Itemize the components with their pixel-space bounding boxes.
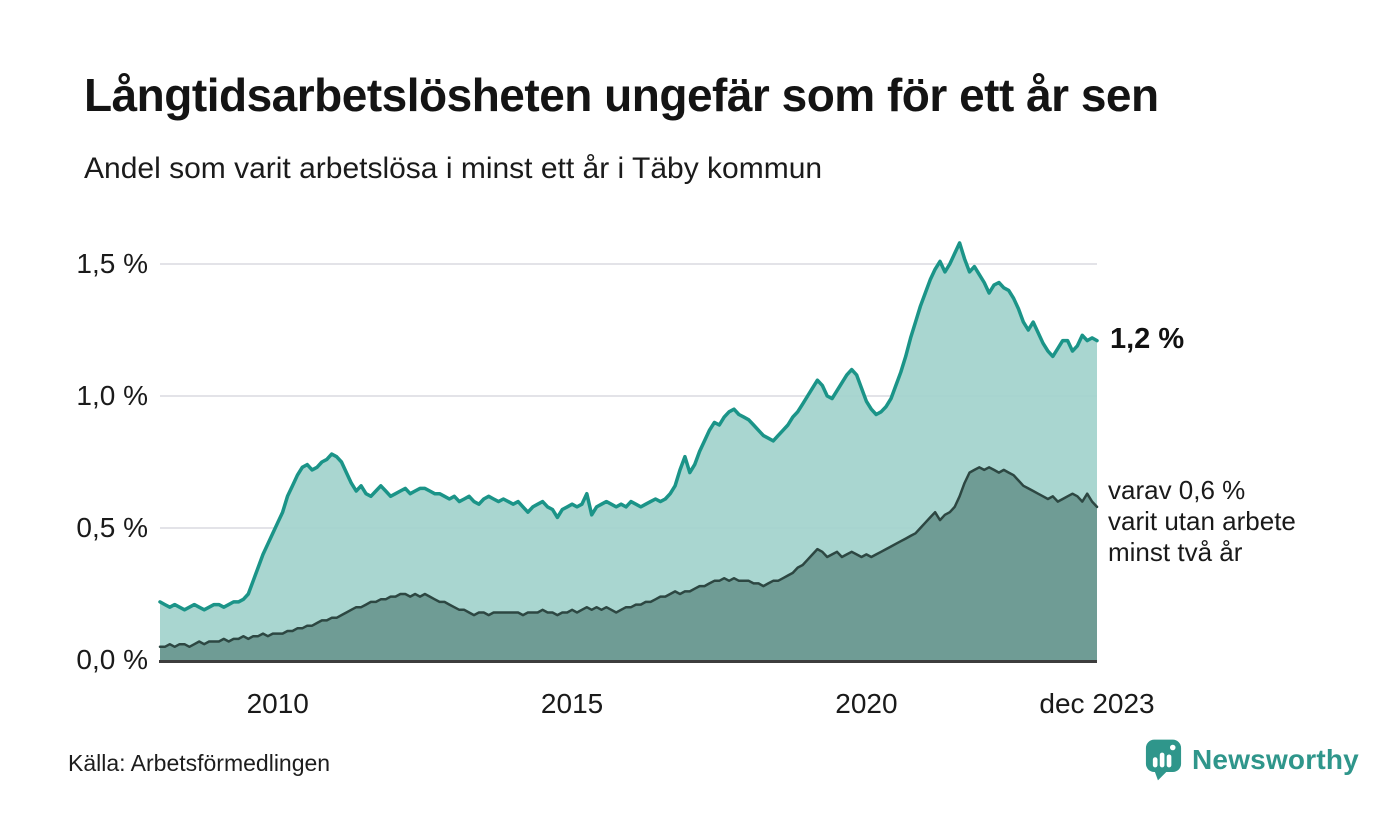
two-year-note-line-3: minst två år (1108, 536, 1243, 567)
end-value-label: 1,2 % (1110, 322, 1185, 355)
source-caption: Källa: Arbetsförmedlingen (68, 750, 331, 776)
chart-subtitle: Andel som varit arbetslösa i minst ett å… (84, 152, 823, 185)
newsworthy-logo: Newsworthy (1145, 738, 1359, 782)
y-tick-0-5: 0,5 % (76, 512, 148, 543)
newsworthy-bubble-icon (1145, 739, 1182, 781)
line-unemployed-two-years (158, 466, 1099, 649)
x-tick-2020: 2020 (835, 688, 898, 719)
area-unemployed-two-years (160, 467, 1097, 660)
y-tick-1-5: 1,5 % (76, 248, 148, 279)
x-tick-2010: 2010 (246, 688, 309, 719)
x-tick-dec-2023: dec 2023 (1039, 688, 1155, 719)
y-tick-1-0: 1,0 % (76, 380, 148, 411)
newsworthy-wordmark: Newsworthy (1192, 744, 1359, 775)
two-year-note-line-2: varit utan arbete (1108, 505, 1296, 536)
chart-title: Långtidsarbetslösheten ungefär som för e… (84, 69, 1159, 121)
x-tick-2015: 2015 (540, 688, 604, 719)
line-unemployed-one-year (158, 241, 1099, 612)
two-year-note-line-1: varav 0,6 % (1108, 474, 1246, 505)
y-tick-0-0: 0,0 % (76, 644, 148, 675)
two-year-note: varav 0,6 % varit utan arbete minst två … (1108, 475, 1296, 568)
